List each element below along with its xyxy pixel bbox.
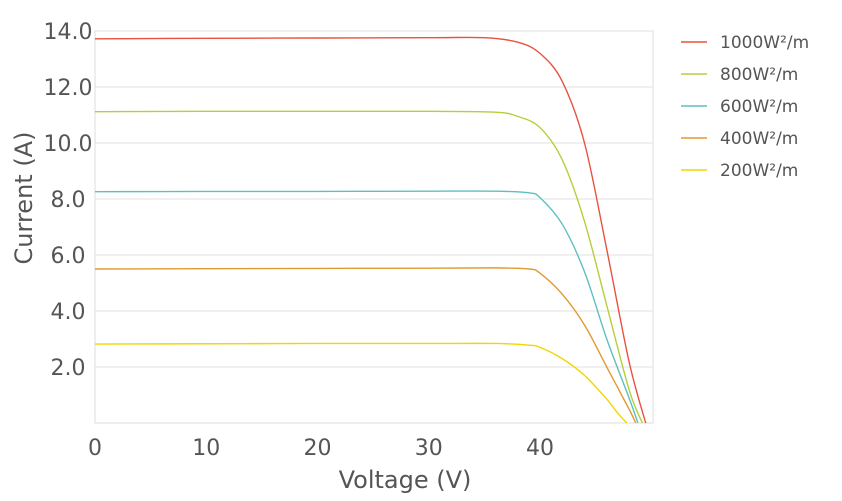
series-lines — [94, 36, 647, 424]
y-tick-label: 8.0 — [51, 188, 86, 213]
y-tick-label: 2.0 — [51, 356, 86, 381]
y-tick-labels: 2.0 4.0 6.0 8.0 10.0 12.0 14.0 — [44, 20, 93, 381]
x-tick-label: 30 — [415, 436, 443, 461]
y-tick-label: 6.0 — [51, 244, 86, 269]
legend-label: 800W²/m — [720, 65, 798, 85]
series-line-0 — [94, 36, 647, 424]
y-tick-label: 12.0 — [44, 76, 93, 101]
legend-label: 400W²/m — [720, 129, 798, 149]
x-tick-label: 40 — [526, 436, 554, 461]
x-tick-label: 0 — [88, 436, 102, 461]
legend-label: 1000W²/m — [720, 33, 809, 53]
series-line-4 — [94, 342, 628, 424]
y-tick-label: 4.0 — [51, 300, 86, 325]
series-line-2 — [94, 190, 639, 424]
legend: 1000W²/m 800W²/m 600W²/m 400W²/m 200W²/m — [681, 33, 809, 181]
x-axis-label: Voltage (V) — [339, 466, 472, 494]
x-tick-label: 10 — [192, 436, 220, 461]
legend-label: 600W²/m — [720, 97, 798, 117]
legend-label: 200W²/m — [720, 161, 798, 181]
x-tick-label: 20 — [304, 436, 332, 461]
x-tick-labels: 0 10 20 30 40 — [88, 436, 554, 461]
series-line-3 — [94, 267, 637, 424]
plot-area — [94, 30, 654, 424]
y-tick-label: 14.0 — [44, 20, 93, 45]
y-axis-label: Current (A) — [10, 132, 38, 265]
series-line-1 — [94, 110, 644, 424]
y-tick-label: 10.0 — [44, 132, 93, 157]
gridlines — [95, 30, 653, 368]
